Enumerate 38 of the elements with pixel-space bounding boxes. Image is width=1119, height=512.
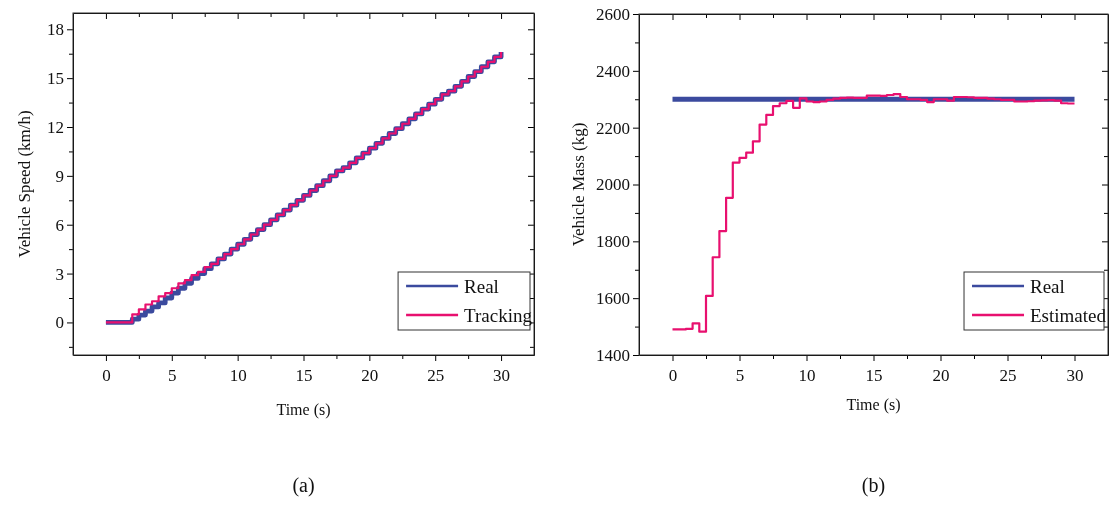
x-tick-label: 30	[1066, 366, 1084, 385]
x-tick-label: 20	[361, 366, 379, 385]
y-axis-title: Vehicle Speed (km/h)	[15, 110, 34, 258]
text: (a)	[292, 474, 315, 497]
y-tick-label: 9	[55, 166, 64, 186]
y-tick-label: 2600	[596, 4, 630, 24]
x-tick-label: 5	[735, 366, 745, 385]
x-tick-label: 25	[427, 366, 445, 385]
y-tick-label: 3	[55, 264, 64, 284]
x-tick-label: 5	[168, 366, 177, 385]
x-axis-title: Time (s)	[846, 396, 901, 414]
x-tick-label: 30	[493, 366, 511, 385]
legend-label: Tracking	[464, 304, 533, 326]
y-axis-title: Vehicle Mass (kg)	[569, 122, 588, 247]
x-tick-label: 0	[102, 366, 111, 385]
x-tick-label: 10	[798, 366, 816, 385]
y-tick-label: 18	[47, 20, 64, 40]
x-tick-label: 20	[932, 366, 950, 385]
y-tick-label: 1800	[596, 232, 630, 252]
text: (b)	[861, 474, 886, 497]
y-tick-label: 6	[55, 215, 64, 235]
y-tick-label: 2400	[596, 61, 630, 81]
legend-label: Real	[464, 275, 499, 297]
y-tick-label: 15	[47, 69, 64, 89]
x-axis-title: Time (s)	[276, 401, 331, 419]
y-tick-label: 2000	[596, 175, 630, 195]
x-tick-label: 25	[999, 366, 1017, 385]
legend-label: Real	[1030, 275, 1065, 297]
y-tick-label: 12	[47, 117, 64, 137]
y-tick-label: 1600	[596, 289, 630, 309]
y-tick-label: 0	[55, 313, 64, 333]
legend-label: Estimated	[1030, 304, 1107, 326]
y-tick-label: 2200	[596, 118, 630, 138]
x-tick-label: 10	[229, 366, 247, 385]
y-tick-label: 1400	[596, 345, 630, 365]
x-tick-label: 15	[295, 366, 313, 385]
x-tick-label: 15	[865, 366, 883, 385]
x-tick-label: 0	[668, 366, 678, 385]
